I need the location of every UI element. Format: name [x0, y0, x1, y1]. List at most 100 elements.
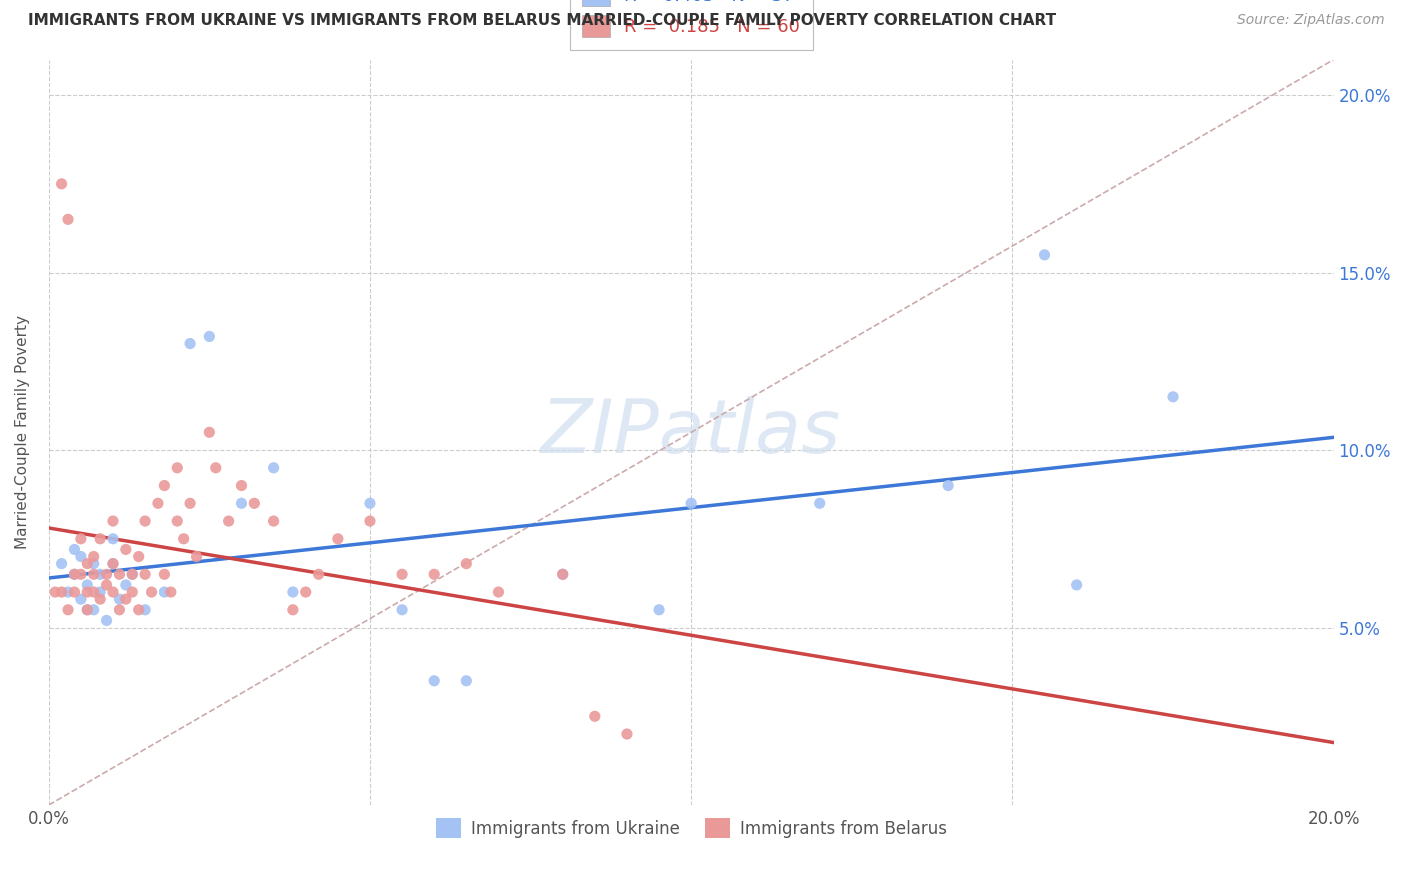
Point	[359, 514, 381, 528]
Point	[198, 329, 221, 343]
Point	[101, 532, 124, 546]
Point	[153, 567, 176, 582]
Point	[423, 567, 446, 582]
Point	[108, 592, 131, 607]
Point	[76, 585, 98, 599]
Point	[134, 567, 156, 582]
Point	[294, 585, 316, 599]
Point	[1066, 578, 1088, 592]
Point	[115, 578, 138, 592]
Text: Source: ZipAtlas.com: Source: ZipAtlas.com	[1237, 13, 1385, 28]
Point	[456, 673, 478, 688]
Point	[76, 578, 98, 592]
Point	[616, 727, 638, 741]
Point	[1033, 248, 1056, 262]
Point	[583, 709, 606, 723]
Point	[134, 514, 156, 528]
Point	[89, 592, 111, 607]
Point	[173, 532, 195, 546]
Point	[56, 603, 79, 617]
Point	[96, 567, 118, 582]
Point	[263, 514, 285, 528]
Point	[83, 549, 105, 564]
Legend: Immigrants from Ukraine, Immigrants from Belarus: Immigrants from Ukraine, Immigrants from…	[429, 812, 953, 845]
Point	[83, 603, 105, 617]
Point	[166, 514, 188, 528]
Point	[63, 567, 86, 582]
Point	[179, 496, 201, 510]
Point	[70, 592, 93, 607]
Point	[808, 496, 831, 510]
Point	[218, 514, 240, 528]
Point	[56, 585, 79, 599]
Point	[51, 557, 73, 571]
Text: ZIPatlas: ZIPatlas	[541, 396, 841, 468]
Point	[308, 567, 330, 582]
Y-axis label: Married-Couple Family Poverty: Married-Couple Family Poverty	[15, 315, 30, 549]
Point	[70, 549, 93, 564]
Point	[936, 478, 959, 492]
Point	[281, 585, 304, 599]
Point	[648, 603, 671, 617]
Point	[101, 557, 124, 571]
Point	[63, 585, 86, 599]
Point	[326, 532, 349, 546]
Point	[153, 585, 176, 599]
Point	[128, 549, 150, 564]
Point	[83, 585, 105, 599]
Point	[488, 585, 510, 599]
Point	[63, 542, 86, 557]
Point	[96, 578, 118, 592]
Point	[56, 212, 79, 227]
Point	[89, 567, 111, 582]
Point	[108, 603, 131, 617]
Point	[76, 557, 98, 571]
Point	[70, 532, 93, 546]
Point	[166, 460, 188, 475]
Point	[243, 496, 266, 510]
Point	[83, 567, 105, 582]
Point	[681, 496, 703, 510]
Point	[153, 478, 176, 492]
Point	[121, 567, 143, 582]
Point	[76, 603, 98, 617]
Point	[456, 557, 478, 571]
Point	[101, 557, 124, 571]
Point	[128, 603, 150, 617]
Point	[1161, 390, 1184, 404]
Point	[281, 603, 304, 617]
Point	[89, 585, 111, 599]
Point	[391, 567, 413, 582]
Point	[51, 585, 73, 599]
Point	[115, 542, 138, 557]
Point	[121, 585, 143, 599]
Point	[121, 567, 143, 582]
Point	[204, 460, 226, 475]
Point	[423, 673, 446, 688]
Point	[179, 336, 201, 351]
Point	[391, 603, 413, 617]
Point	[115, 592, 138, 607]
Point	[198, 425, 221, 440]
Point	[96, 614, 118, 628]
Point	[551, 567, 574, 582]
Point	[44, 585, 66, 599]
Point	[359, 496, 381, 510]
Point	[146, 496, 169, 510]
Point	[83, 557, 105, 571]
Point	[186, 549, 208, 564]
Point	[141, 585, 163, 599]
Point	[76, 603, 98, 617]
Point	[263, 460, 285, 475]
Point	[101, 585, 124, 599]
Point	[63, 567, 86, 582]
Point	[89, 532, 111, 546]
Point	[551, 567, 574, 582]
Point	[70, 567, 93, 582]
Point	[159, 585, 181, 599]
Point	[51, 177, 73, 191]
Point	[101, 514, 124, 528]
Point	[231, 478, 253, 492]
Point	[231, 496, 253, 510]
Text: IMMIGRANTS FROM UKRAINE VS IMMIGRANTS FROM BELARUS MARRIED-COUPLE FAMILY POVERTY: IMMIGRANTS FROM UKRAINE VS IMMIGRANTS FR…	[28, 13, 1056, 29]
